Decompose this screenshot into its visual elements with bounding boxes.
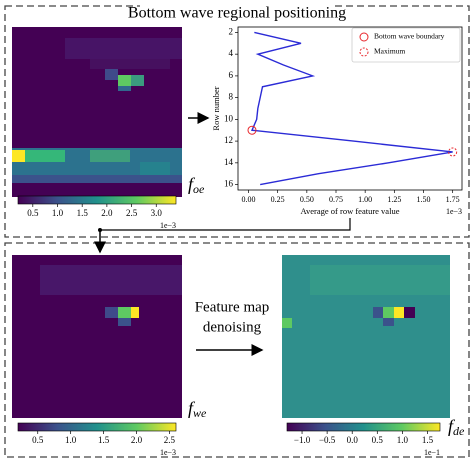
heatmap-we [12,255,182,418]
colorbar-tick-label: 1.0 [397,435,409,445]
map-label: fwe [188,398,207,420]
y-tick-label: 16 [224,179,234,189]
subscript: de [453,424,465,438]
connector [100,218,351,231]
map-label: fde [448,416,465,438]
symbol: f [188,398,196,418]
colorbar-tick-label: −1.0 [294,435,311,445]
colorbar-tick-label: 0.5 [27,208,39,218]
y-tick-label: 8 [229,92,234,102]
x-tick-label: 1.75 [446,195,460,204]
subscript: we [193,406,207,420]
heatmap-de [282,255,450,418]
x-tick-label: 1.50 [417,195,431,204]
colorbar-tick-label: 1.5 [422,435,434,445]
colorbar [17,422,177,432]
colorbar-exponent: 1e−3 [160,448,176,457]
symbol: f [188,174,196,194]
title-bg [140,1,334,15]
junction [98,228,102,232]
legend-label: Bottom wave boundary [374,32,445,41]
process-label: Feature map [195,299,270,315]
process-label: denoising [203,319,262,335]
marker [448,147,458,157]
colorbar-tick-label: 3.0 [151,208,163,218]
title: Bottom wave regional positioning [128,5,346,22]
subscript: oe [193,182,205,196]
colorbar-exponent: 1e−3 [160,221,176,230]
y-tick-label: 14 [224,157,234,167]
x-tick-label: 0.00 [242,195,256,204]
legend-symbol [359,47,369,57]
colorbar-tick-label: 2.5 [126,208,138,218]
x-tick-label: 1.00 [358,195,372,204]
x-tick-label: 1.25 [387,195,401,204]
colorbar-tick-label: 2.0 [131,435,143,445]
y-tick-label: 12 [224,135,233,145]
symbol: f [448,416,456,436]
colorbar-tick-label: 1.5 [98,435,110,445]
legend-label: Maximum [374,47,405,56]
colorbar-tick-label: 0.5 [32,435,44,445]
y-tick-label: 10 [224,113,234,123]
colorbar-tick-label: 0.0 [347,435,359,445]
legend [351,27,461,63]
x-tick-label: 0.25 [271,195,285,204]
x-exponent: 1e−3 [446,207,462,216]
heatmap-oe [12,27,182,197]
colorbar-tick-label: 0.5 [372,435,384,445]
colorbar-tick-label: −0.5 [319,435,336,445]
x-axis-label: Average of row feature value [301,206,400,216]
colorbar-tick-label: 2.0 [101,208,113,218]
y-tick-label: 6 [229,70,234,80]
x-tick-label: 0.75 [329,195,343,204]
y-tick-label: 2 [229,26,234,36]
colorbar [286,422,441,432]
y-axis-label: Row number [211,86,221,130]
legend-symbol [359,32,369,42]
colorbar [17,195,177,205]
x-tick-label: 0.50 [300,195,314,204]
colorbar-tick-label: 2.5 [164,435,176,445]
y-tick-label: 4 [229,48,234,58]
colorbar-tick-label: 1.0 [65,435,77,445]
map-label: foe [188,174,205,196]
bottom-frame [4,242,470,458]
colorbar-tick-label: 1.5 [77,208,89,218]
line [250,31,453,186]
marker [247,125,257,135]
colorbar-tick-label: 1.0 [52,208,64,218]
colorbar-exponent: 1e−1 [424,448,440,457]
